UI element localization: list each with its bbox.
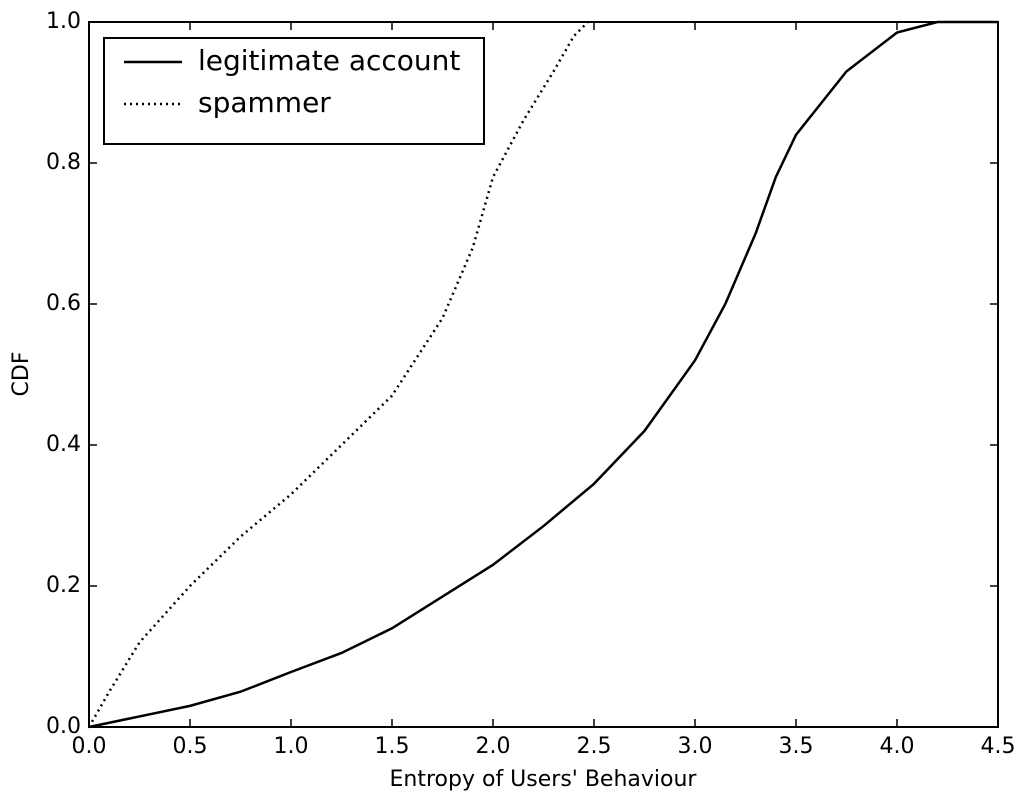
y-tick-label: 1.0 (46, 9, 81, 34)
y-axis-label: CDF (9, 352, 34, 397)
y-tick-label: 0.2 (46, 573, 81, 598)
legend-box (103, 37, 485, 145)
legend-label: spammer (198, 86, 331, 119)
x-tick-label: 4.5 (981, 734, 1016, 759)
legend-label: legitimate account (198, 44, 460, 77)
x-tick-label: 0.5 (173, 734, 208, 759)
y-tick-label: 0.8 (46, 150, 81, 175)
x-tick-label: 1.5 (375, 734, 410, 759)
x-axis-label: Entropy of Users' Behaviour (390, 767, 698, 792)
x-tick-label: 3.5 (779, 734, 814, 759)
data-line (88, 20, 998, 729)
y-tick-label: 0.6 (46, 291, 81, 316)
x-tick-label: 4.0 (880, 734, 915, 759)
x-tick-label: 0.0 (72, 734, 107, 759)
y-tick-label: 0.4 (46, 432, 81, 457)
x-tick-label: 3.0 (678, 734, 713, 759)
y-tick-label: 0.0 (46, 714, 81, 739)
x-tick-label: 2.5 (577, 734, 612, 759)
x-tick-label: 2.0 (476, 734, 511, 759)
data-line (87, 21, 589, 728)
x-tick-label: 1.0 (274, 734, 309, 759)
plot-frame (88, 21, 999, 728)
